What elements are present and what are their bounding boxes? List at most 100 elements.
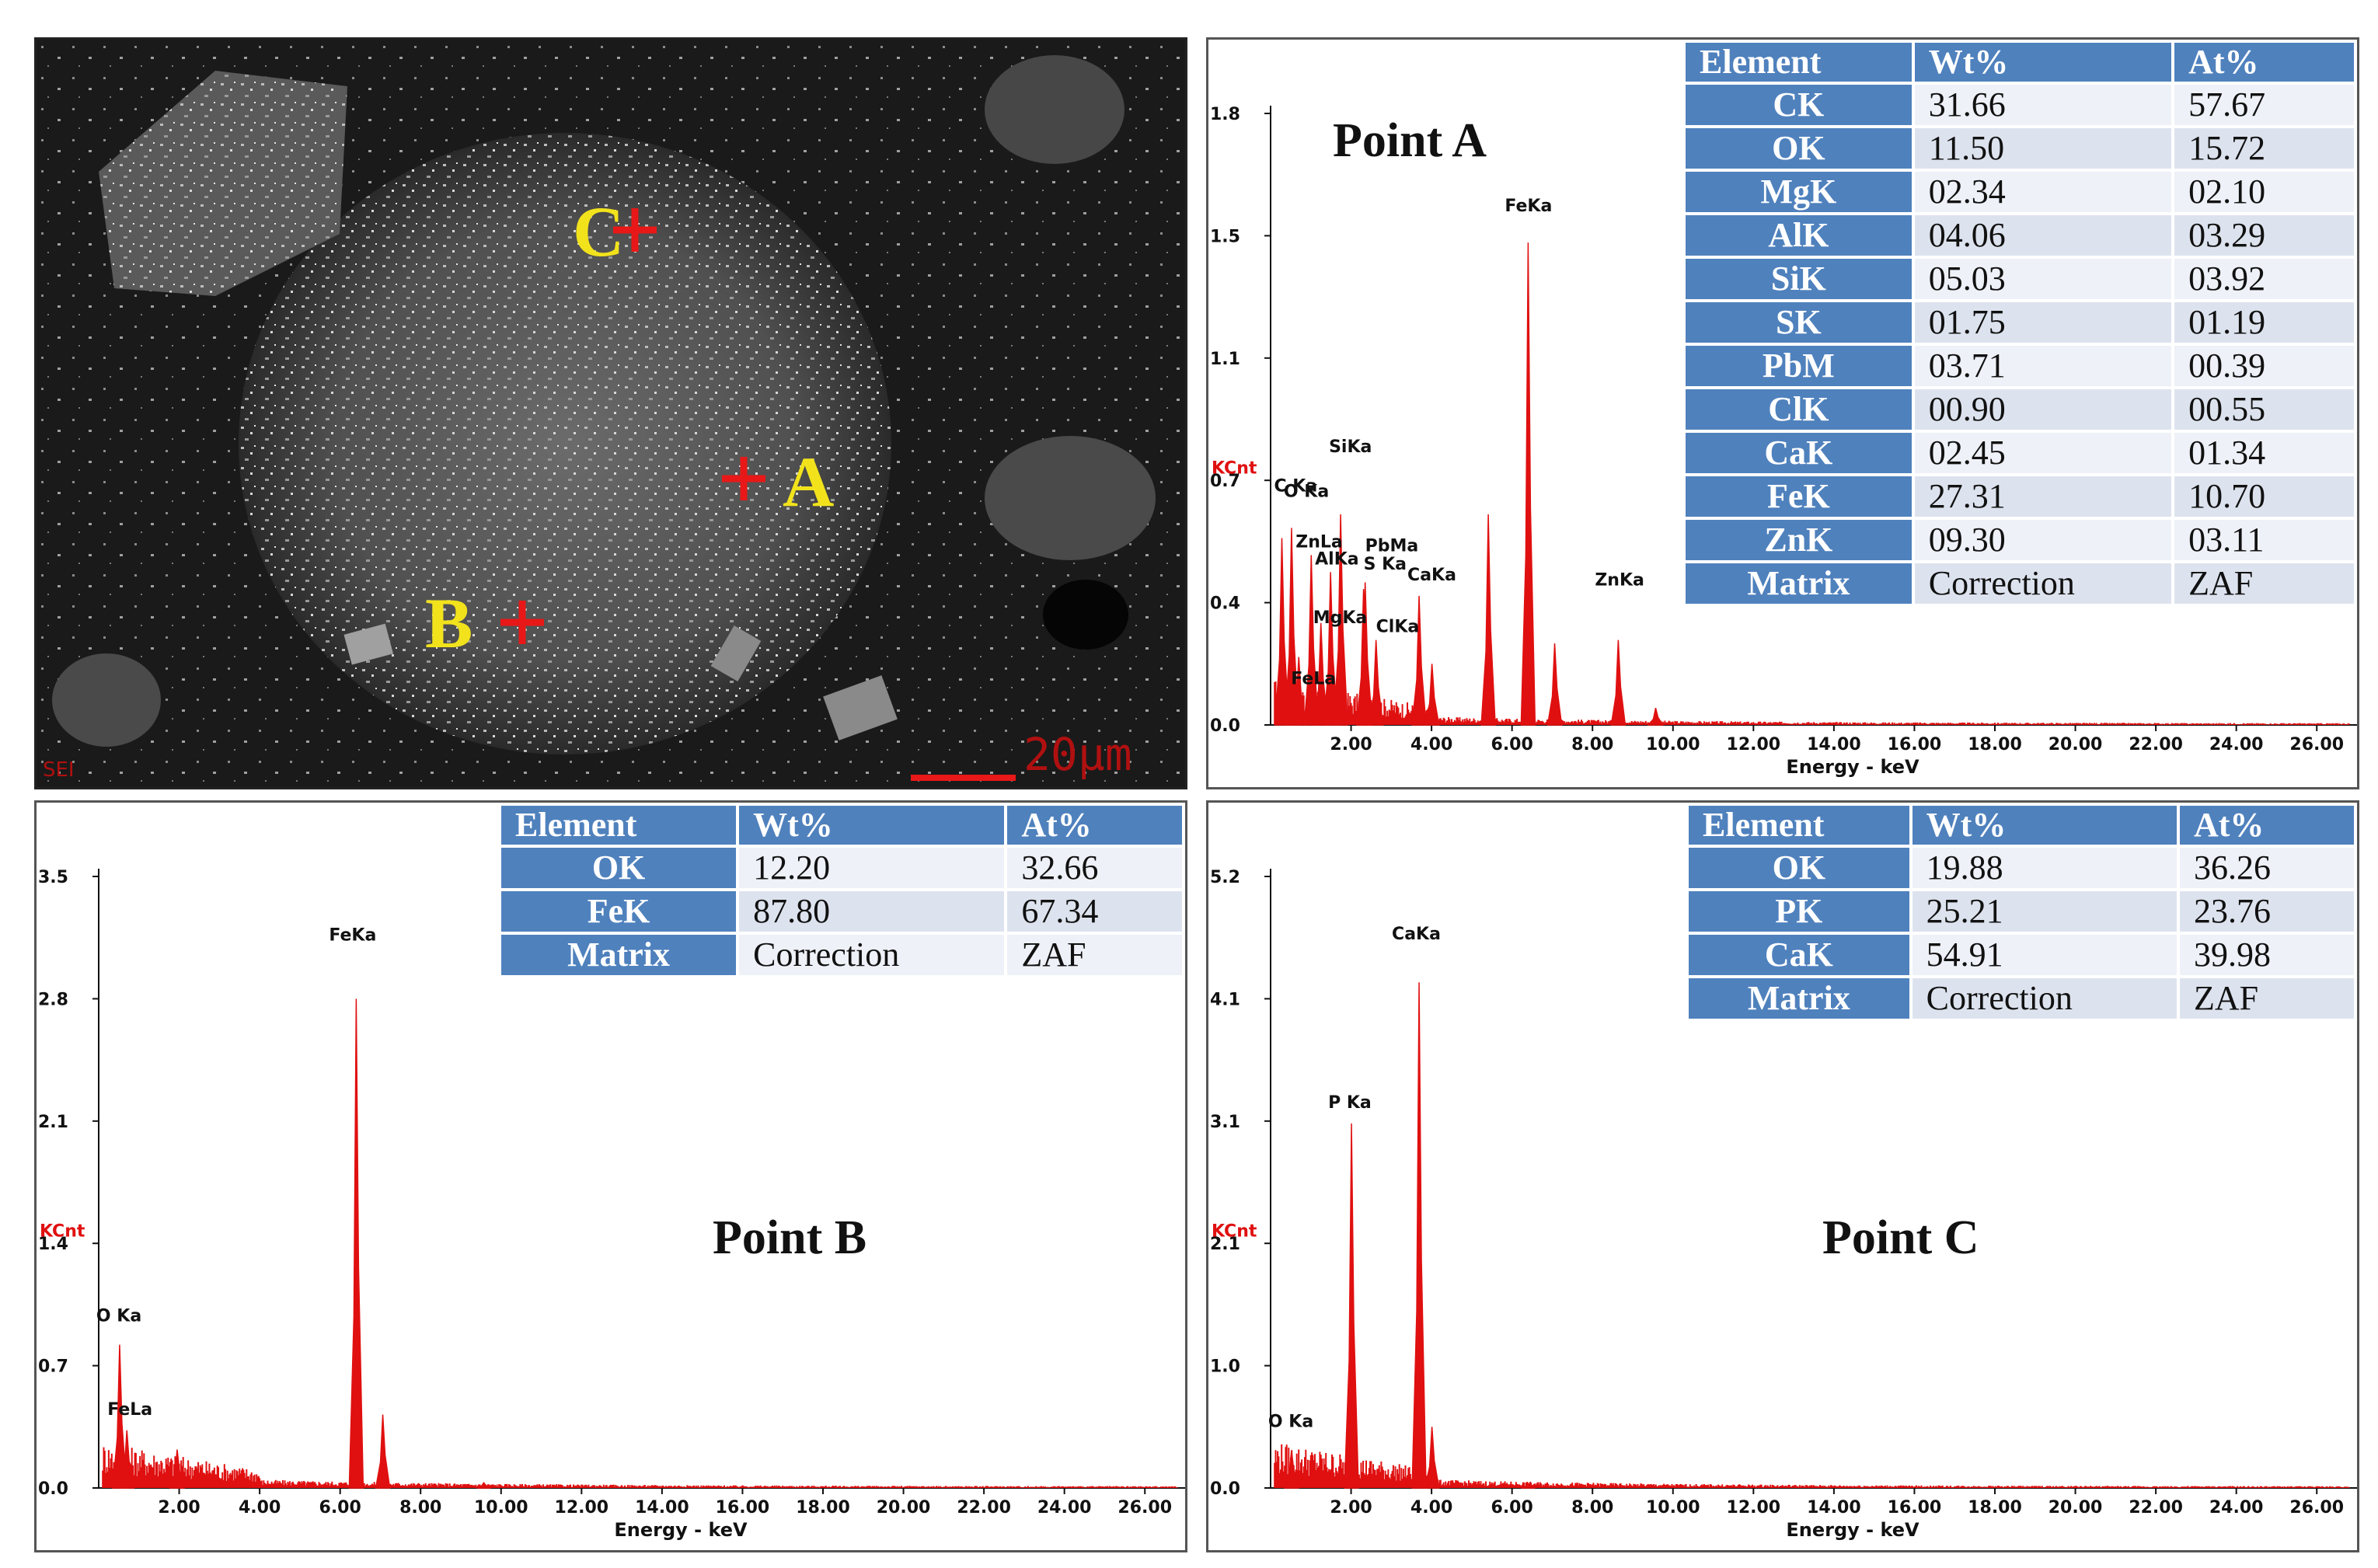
x-tick-label: 12.00 xyxy=(1727,1498,1781,1517)
table-row: MgK 02.34 02.10 xyxy=(1686,172,2354,212)
element-cell: CK xyxy=(1686,85,1912,125)
y-tick-label: 1.8 xyxy=(1210,105,1240,124)
table-row: AlK 04.06 03.29 xyxy=(1686,215,2354,256)
value-cell: 57.67 xyxy=(2174,85,2354,125)
y-tick-label: 2.1 xyxy=(1210,1235,1240,1254)
value-cell: 02.34 xyxy=(1914,172,2172,212)
table-header-cell: At% xyxy=(1007,806,1182,845)
value-cell: 00.90 xyxy=(1914,389,2172,430)
sem-grain-1 xyxy=(823,675,898,740)
x-axis-title: Energy - keV xyxy=(1786,756,1919,778)
peak-label: O Ka xyxy=(96,1307,141,1326)
element-cell: CaK xyxy=(1689,935,1909,975)
x-tick-label: 8.00 xyxy=(399,1498,441,1517)
element-cell: Matrix xyxy=(1689,978,1909,1019)
value-cell: 15.72 xyxy=(2174,128,2354,169)
peak-label: PbMa xyxy=(1365,536,1419,556)
value-cell: 25.21 xyxy=(1912,891,2177,932)
y-tick-label: 0.7 xyxy=(38,1357,68,1377)
y-tick-label: 0.0 xyxy=(38,1479,68,1499)
peak-label: ClKa xyxy=(1376,618,1420,637)
spectrum-peak-o-ka xyxy=(1283,1450,1299,1489)
element-cell: PbM xyxy=(1686,346,1912,386)
table-row: ZnK 09.30 03.11 xyxy=(1686,520,2354,560)
table-row: PK 25.21 23.76 xyxy=(1689,891,2354,932)
x-tick-label: 2.00 xyxy=(158,1498,200,1517)
peak-label: S Ka xyxy=(1364,555,1407,574)
value-cell: 31.66 xyxy=(1914,85,2172,125)
spectrum-peak-znla xyxy=(1303,555,1320,726)
sem-particle-texture xyxy=(239,133,891,754)
element-cell: FeK xyxy=(501,891,737,932)
value-cell: 03.71 xyxy=(1914,346,2172,386)
table-row: SK 01.75 01.19 xyxy=(1686,302,2354,343)
y-tick-label: 1.1 xyxy=(1210,350,1240,369)
spectrum-peak xyxy=(375,1414,391,1489)
table-header-row: Element Wt% At% xyxy=(501,806,1182,845)
y-tick-label: 0.0 xyxy=(1210,716,1240,736)
value-cell: ZAF xyxy=(2179,978,2354,1019)
table-row: CK 31.66 57.67 xyxy=(1686,85,2354,125)
value-cell: 03.11 xyxy=(2174,520,2354,560)
sem-marker-label: B xyxy=(425,584,472,663)
y-tick-label: 1.0 xyxy=(1210,1357,1240,1377)
spectrum-peak xyxy=(1424,1427,1440,1489)
value-cell: Correction xyxy=(1912,978,2177,1019)
table-header-cell: Element xyxy=(1686,43,1912,82)
x-tick-label: 2.00 xyxy=(1330,1498,1372,1517)
table-row: CaK 02.45 01.34 xyxy=(1686,433,2354,473)
sem-particle-topleft-texture xyxy=(99,71,347,296)
value-cell: 12.20 xyxy=(739,848,1005,888)
x-tick-label: 14.00 xyxy=(1807,1498,1861,1517)
table-row: OK 19.88 36.26 xyxy=(1689,848,2354,888)
x-tick-label: 6.00 xyxy=(1491,735,1533,754)
x-axis-title: Energy - keV xyxy=(1786,1519,1919,1541)
table-row: Matrix Correction ZAF xyxy=(1686,563,2354,604)
x-tick-label: 4.00 xyxy=(239,1498,281,1517)
x-tick-label: 6.00 xyxy=(1491,1498,1533,1517)
x-tick-label: 20.00 xyxy=(877,1498,931,1517)
x-tick-label: 22.00 xyxy=(2129,1498,2183,1517)
table-header-cell: Element xyxy=(1689,806,1909,845)
composition-table-b: Element Wt% At% OK 12.20 32.66 FeK 87.80 67.34 Ma… xyxy=(498,803,1185,978)
y-tick-label: 5.2 xyxy=(1210,868,1240,887)
value-cell: 10.70 xyxy=(2174,476,2354,517)
point-title: Point C xyxy=(1822,1211,1979,1264)
x-tick-label: 16.00 xyxy=(716,1498,770,1517)
value-cell: 19.88 xyxy=(1912,848,2177,888)
x-tick-label: 10.00 xyxy=(1646,1498,1700,1517)
x-tick-label: 6.00 xyxy=(319,1498,361,1517)
point-title: Point A xyxy=(1333,114,1487,167)
table-row: FeK 87.80 67.34 xyxy=(501,891,1182,932)
x-tick-label: 20.00 xyxy=(2048,735,2103,754)
y-axis-title: KCnt xyxy=(1212,1222,1257,1242)
peak-label: AlKa xyxy=(1315,549,1358,569)
value-cell: 01.19 xyxy=(2174,302,2354,343)
spectrum-noise xyxy=(1274,1444,2350,1488)
x-tick-label: 18.00 xyxy=(1968,735,2022,754)
spectrum-peak xyxy=(169,1449,185,1489)
value-cell: 27.31 xyxy=(1914,476,2172,517)
peak-label: C Ka xyxy=(1274,477,1317,497)
spectrum-peak-caka xyxy=(1411,982,1427,1489)
peak-label: FeLa xyxy=(1291,670,1336,689)
table-header-row: Element Wt% At% xyxy=(1686,43,2354,82)
composition-table-c: Element Wt% At% OK 19.88 36.26 PK 25.21 23.76 CaK… xyxy=(1686,803,2357,1022)
table-header-cell: Wt% xyxy=(1912,806,2177,845)
table-header-row: Element Wt% At% xyxy=(1689,806,2354,845)
peak-label: O Ka xyxy=(1268,1413,1313,1432)
element-cell: Matrix xyxy=(501,935,737,975)
spectrum-peak xyxy=(1647,707,1664,726)
x-tick-label: 22.00 xyxy=(2129,735,2183,754)
peak-label: ZnKa xyxy=(1595,571,1644,591)
sem-marker-label: C xyxy=(573,192,624,271)
sem-particle-right xyxy=(985,436,1156,560)
peak-label: CaKa xyxy=(1407,566,1456,585)
value-cell: 03.29 xyxy=(2174,215,2354,256)
y-tick-label: 0.4 xyxy=(1210,594,1240,614)
sem-pore xyxy=(1043,580,1128,650)
sem-marker-c: C xyxy=(573,192,657,271)
spectrum-peak-s-ka xyxy=(1355,589,1372,726)
x-tick-label: 24.00 xyxy=(2209,735,2264,754)
peak-label: SiKa xyxy=(1329,437,1372,457)
